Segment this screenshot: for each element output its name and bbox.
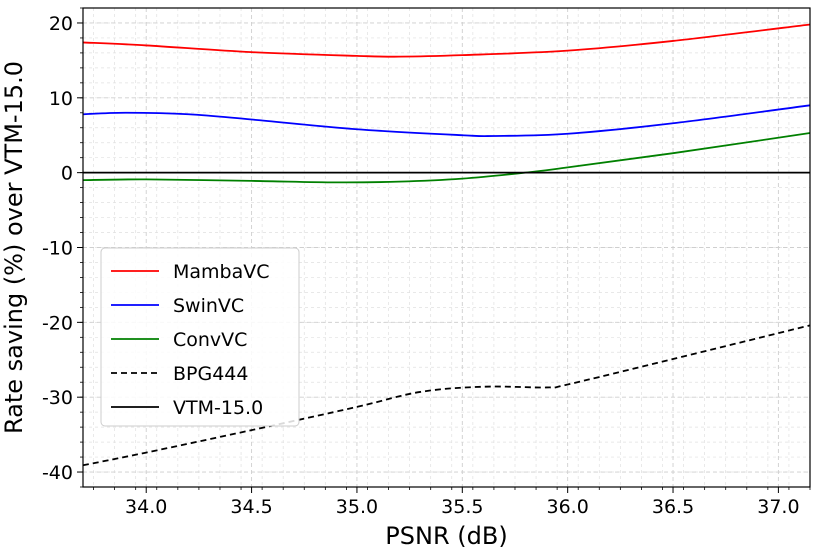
x-tick-label: 35.5 (441, 496, 483, 518)
x-tick-label: 34.5 (230, 496, 272, 518)
series-line-convvc (82, 132, 811, 184)
y-tick-label: -10 (42, 238, 73, 260)
legend: MambaVC SwinVC ConvVC BPG444 VTM-15.0 (100, 247, 300, 427)
series-line-mambavc (82, 23, 811, 58)
y-tick-label: -20 (42, 312, 73, 334)
legend-label-bpg444: BPG444 (173, 363, 248, 385)
x-tick-label: 34.0 (125, 496, 167, 518)
series-group (82, 23, 811, 467)
y-axis-label: Rate saving (%) over VTM-15.0 (0, 61, 28, 434)
legend-box (100, 247, 300, 427)
y-tick-label: 0 (61, 163, 73, 185)
y-tick-label: -40 (42, 462, 73, 484)
y-tick-label: 20 (49, 13, 73, 35)
series-line-swinvc (82, 104, 811, 138)
series-line-bpg444 (82, 324, 811, 467)
legend-label-convvc: ConvVC (173, 329, 247, 351)
legend-label-swinvc: SwinVC (173, 295, 244, 317)
legend-label-mambavc: MambaVC (173, 261, 270, 283)
x-axis-label: PSNR (dB) (385, 522, 507, 550)
x-tick-label: 37.0 (757, 496, 799, 518)
y-tick-label: 10 (49, 88, 73, 110)
x-tick-label: 35.0 (336, 496, 378, 518)
legend-label-vtm-15-0: VTM-15.0 (173, 397, 263, 419)
axes: 34.0 34.5 35.0 35.5 36.0 36.5 37.0 -40 -30 -20 -10… (42, 7, 811, 518)
y-tick-label: -30 (42, 387, 73, 409)
x-tick-label: 36.5 (652, 496, 694, 518)
x-tick-label: 36.0 (547, 496, 589, 518)
